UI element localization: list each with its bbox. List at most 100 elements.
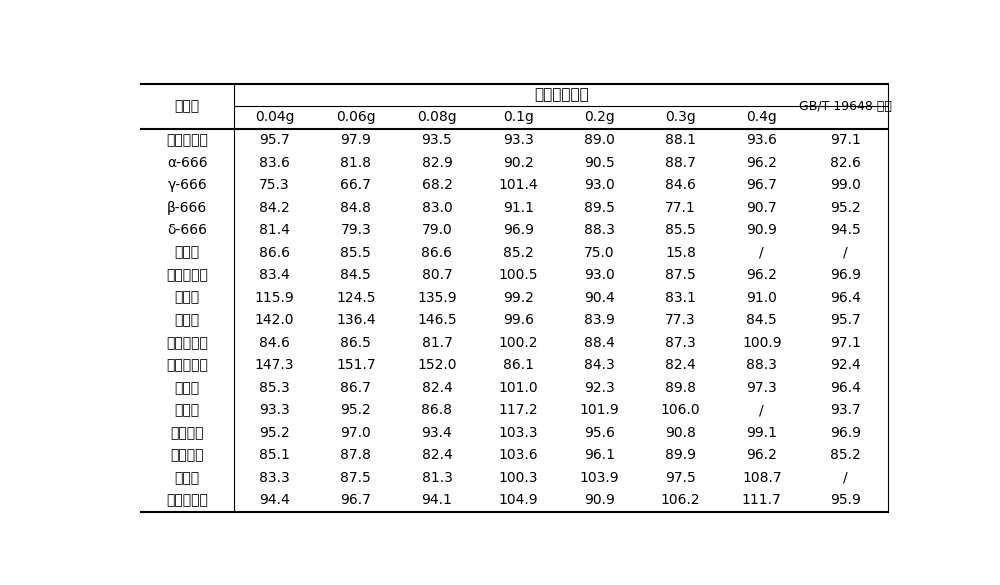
Text: 83.6: 83.6 (259, 156, 290, 170)
Text: 103.6: 103.6 (498, 448, 538, 462)
Text: /: / (843, 246, 848, 260)
Text: 90.9: 90.9 (584, 493, 615, 507)
Text: 101.0: 101.0 (498, 381, 538, 395)
Text: 86.1: 86.1 (503, 358, 534, 372)
Text: 93.3: 93.3 (503, 133, 534, 147)
Text: 88.3: 88.3 (584, 223, 615, 237)
Text: 氯虫腼: 氯虫腼 (175, 313, 200, 327)
Text: 95.7: 95.7 (259, 133, 290, 147)
Text: 100.2: 100.2 (498, 336, 538, 350)
Text: 96.7: 96.7 (746, 178, 777, 192)
Text: 乙烯菌核利: 乙烯菌核利 (166, 268, 208, 282)
Text: 90.2: 90.2 (503, 156, 534, 170)
Text: /: / (843, 471, 848, 485)
Text: 94.1: 94.1 (422, 493, 452, 507)
Text: 84.5: 84.5 (746, 313, 777, 327)
Text: 0.4g: 0.4g (746, 111, 777, 125)
Text: 三喔锐: 三喔锐 (175, 291, 200, 305)
Text: 103.9: 103.9 (580, 471, 619, 485)
Text: 89.5: 89.5 (584, 201, 615, 215)
Text: 97.1: 97.1 (830, 336, 861, 350)
Text: 81.4: 81.4 (259, 223, 290, 237)
Text: 88.7: 88.7 (665, 156, 696, 170)
Text: 83.9: 83.9 (584, 313, 615, 327)
Text: 85.1: 85.1 (259, 448, 290, 462)
Text: 93.0: 93.0 (584, 178, 615, 192)
Text: 异菌脲: 异菌脲 (175, 471, 200, 485)
Text: 97.9: 97.9 (340, 133, 371, 147)
Text: /: / (759, 403, 764, 417)
Text: /: / (759, 246, 764, 260)
Text: 联苯菊酯: 联苯菊酯 (170, 426, 204, 440)
Text: 95.6: 95.6 (584, 426, 615, 440)
Text: 96.9: 96.9 (830, 268, 861, 282)
Text: 88.3: 88.3 (746, 358, 777, 372)
Text: 86.8: 86.8 (421, 403, 452, 417)
Text: 93.7: 93.7 (830, 403, 861, 417)
Text: 84.5: 84.5 (340, 268, 371, 282)
Text: 85.3: 85.3 (259, 381, 290, 395)
Text: 66.7: 66.7 (340, 178, 371, 192)
Text: 91.0: 91.0 (746, 291, 777, 305)
Text: 97.3: 97.3 (746, 381, 777, 395)
Text: 93.0: 93.0 (584, 268, 615, 282)
Text: 96.1: 96.1 (584, 448, 615, 462)
Text: 93.3: 93.3 (259, 403, 290, 417)
Text: 86.5: 86.5 (340, 336, 371, 350)
Text: 95.2: 95.2 (830, 201, 861, 215)
Text: 91.1: 91.1 (503, 201, 534, 215)
Text: 百菌清: 百菌清 (175, 246, 200, 260)
Text: 106.2: 106.2 (661, 493, 700, 507)
Text: 99.6: 99.6 (503, 313, 534, 327)
Text: 90.7: 90.7 (746, 201, 777, 215)
Text: 79.3: 79.3 (340, 223, 371, 237)
Text: 68.2: 68.2 (422, 178, 452, 192)
Text: 96.2: 96.2 (746, 448, 777, 462)
Text: 87.5: 87.5 (340, 471, 371, 485)
Text: 75.0: 75.0 (584, 246, 615, 260)
Text: 124.5: 124.5 (336, 291, 376, 305)
Text: 151.7: 151.7 (336, 358, 376, 372)
Text: 111.7: 111.7 (742, 493, 782, 507)
Text: 77.1: 77.1 (665, 201, 696, 215)
Text: 96.9: 96.9 (503, 223, 534, 237)
Text: γ-666: γ-666 (167, 178, 207, 192)
Text: 93.4: 93.4 (422, 426, 452, 440)
Text: 90.9: 90.9 (746, 223, 777, 237)
Text: 96.9: 96.9 (830, 426, 861, 440)
Text: 86.6: 86.6 (259, 246, 290, 260)
Text: 81.3: 81.3 (422, 471, 452, 485)
Text: 147.3: 147.3 (255, 358, 294, 372)
Text: 93.6: 93.6 (746, 133, 777, 147)
Text: 89.8: 89.8 (665, 381, 696, 395)
Text: 85.2: 85.2 (830, 448, 861, 462)
Text: 0.08g: 0.08g (417, 111, 457, 125)
Text: 101.9: 101.9 (579, 403, 619, 417)
Text: 80.7: 80.7 (422, 268, 452, 282)
Text: 虫螨腼: 虫螨腼 (175, 403, 200, 417)
Text: 0.06g: 0.06g (336, 111, 376, 125)
Text: 87.5: 87.5 (665, 268, 696, 282)
Text: 84.6: 84.6 (259, 336, 290, 350)
Text: 95.7: 95.7 (830, 313, 861, 327)
Text: 96.4: 96.4 (830, 291, 861, 305)
Text: 甲氯菊酯: 甲氯菊酯 (170, 448, 204, 462)
Text: 99.2: 99.2 (503, 291, 534, 305)
Text: 85.5: 85.5 (340, 246, 371, 260)
Text: 84.8: 84.8 (340, 201, 371, 215)
Text: 82.4: 82.4 (422, 381, 452, 395)
Text: 94.4: 94.4 (259, 493, 290, 507)
Text: α-666: α-666 (167, 156, 208, 170)
Text: δ-666: δ-666 (167, 223, 207, 237)
Text: 84.3: 84.3 (584, 358, 615, 372)
Text: 82.4: 82.4 (665, 358, 696, 372)
Text: 90.4: 90.4 (584, 291, 615, 305)
Text: 83.4: 83.4 (259, 268, 290, 282)
Text: 77.3: 77.3 (665, 313, 696, 327)
Text: 82.9: 82.9 (422, 156, 452, 170)
Text: 99.0: 99.0 (830, 178, 861, 192)
Text: 85.5: 85.5 (665, 223, 696, 237)
Text: 100.3: 100.3 (498, 471, 538, 485)
Text: 95.2: 95.2 (259, 426, 290, 440)
Text: 100.5: 100.5 (498, 268, 538, 282)
